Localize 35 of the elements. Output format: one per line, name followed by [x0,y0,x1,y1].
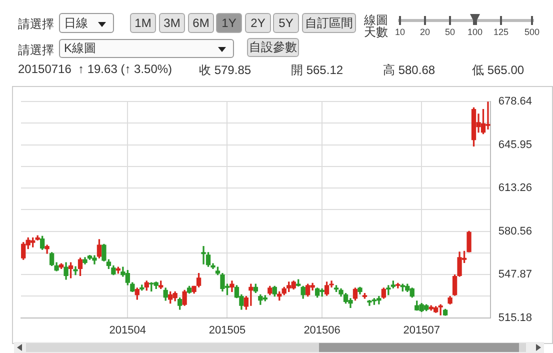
x-tick-label: 201504 [109,324,146,336]
y-tick-label: 645.95 [498,138,532,151]
text: 線圖天數 [364,13,389,39]
y-tick-label: 580.56 [498,225,532,238]
text: 10 [394,27,406,37]
y-tick-label: 547.87 [498,268,532,281]
text: 50 [444,27,456,37]
text: 20 [420,27,430,37]
text: 收 579.85 [199,62,252,79]
text: 1M [130,13,156,33]
text: 2Y [245,13,271,33]
text: 1Y [216,13,242,33]
y-tick-label: 515.18 [498,312,532,324]
text: 6M [188,13,214,33]
y-tick-label: 613.26 [498,182,532,194]
y-tick-label: 678.64 [498,96,532,108]
text: 請選擇 [18,16,54,33]
x-tick-label: 201507 [403,324,440,336]
text: 自設參數 [247,38,299,57]
text: ↑ 19.63 (↑ 3.50%) [78,62,172,76]
text: 3M [159,13,185,33]
text: 125 [493,27,509,37]
text: 自訂區間 [302,13,356,33]
text: 高 580.68 [383,62,436,79]
text: 開 565.12 [291,62,344,79]
text: 20150716 [18,62,72,76]
x-tick-label: 201506 [304,324,340,336]
x-tick-label: 201505 [208,324,246,336]
text: K線圖 [59,39,234,58]
text: 500 [524,27,540,37]
text: 5Y [273,13,299,33]
text: 日線 [59,13,114,33]
text: 100 [467,27,483,37]
text: 請選擇 [18,42,54,59]
text: 低 565.00 [472,62,524,79]
